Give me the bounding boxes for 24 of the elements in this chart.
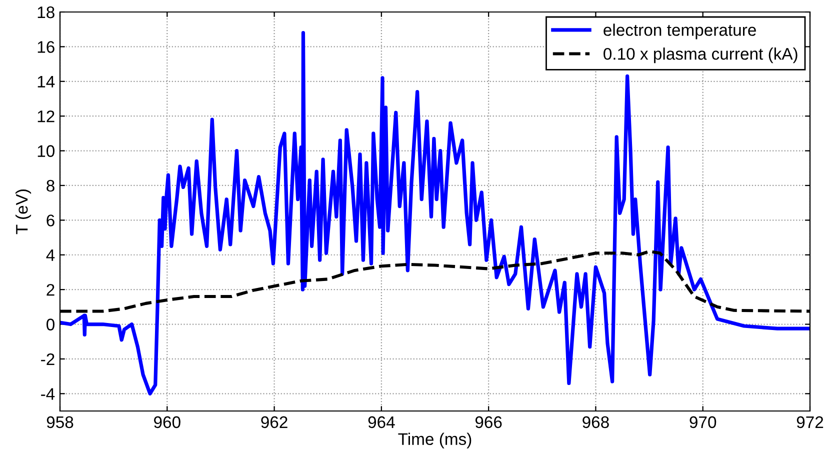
x-tick-label: 968 — [582, 416, 609, 428]
x-tick-label: 970 — [690, 416, 716, 428]
x-tick-label: 966 — [475, 416, 502, 428]
x-tick-label: 958 — [46, 416, 74, 428]
y-tick-label: 12 — [38, 110, 54, 122]
x-tick-label: 972 — [796, 416, 824, 428]
y-tick-label: 4 — [46, 249, 55, 261]
y-tick-label: 10 — [38, 145, 54, 157]
y-tick-label: 0 — [46, 318, 54, 330]
y-tick-label: 18 — [38, 6, 54, 18]
y-tick-label: 16 — [38, 41, 54, 53]
x-axis-title: Time (ms) — [398, 432, 472, 448]
legend-label: 0.10 x plasma current (kA) — [604, 48, 798, 64]
y-tick-label: 2 — [46, 284, 54, 296]
y-tick-label: 14 — [38, 76, 55, 88]
y-tick-label: 6 — [46, 214, 54, 226]
y-tick-label: -2 — [41, 353, 54, 365]
x-tick-label: 960 — [154, 416, 180, 428]
x-tick-label: 964 — [368, 416, 395, 428]
y-tick-label: -4 — [41, 388, 55, 400]
x-tick-label: 962 — [261, 416, 288, 428]
legend-label: electron temperature — [604, 24, 756, 40]
y-axis-title: T (eV) — [16, 190, 32, 234]
y-tick-label: 8 — [46, 180, 54, 192]
